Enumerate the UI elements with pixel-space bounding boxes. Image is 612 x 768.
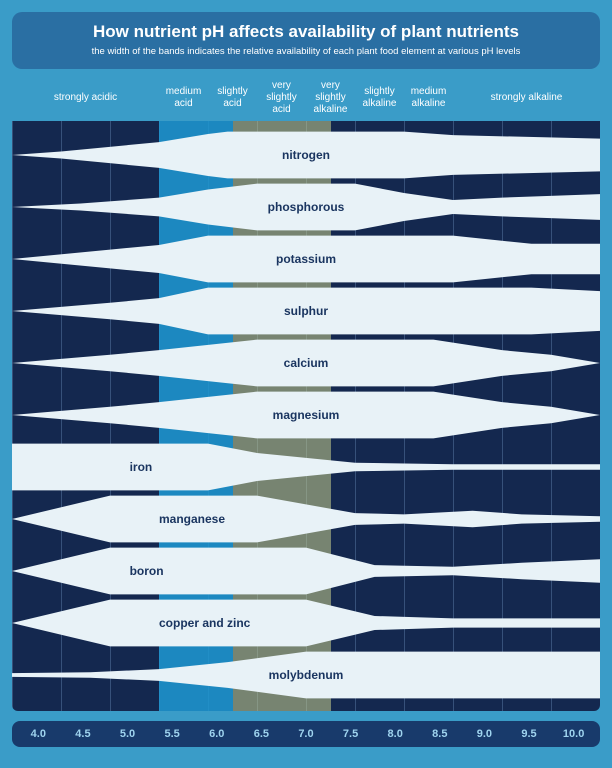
availability-band — [12, 597, 600, 649]
chart-area: nitrogenphosphorouspotassiumsulphurcalci… — [12, 121, 600, 711]
availability-band — [12, 181, 600, 233]
nutrient-row-potassium: potassium — [12, 233, 600, 285]
availability-band — [12, 389, 600, 441]
nutrient-row-molybdenum: molybdenum — [12, 649, 600, 701]
ph-tick: 6.5 — [239, 728, 284, 740]
ph-tick: 7.0 — [284, 728, 329, 740]
ph-tick: 5.5 — [150, 728, 195, 740]
title-box: How nutrient pH affects availability of … — [12, 12, 600, 69]
availability-band — [12, 545, 600, 597]
ph-tick: 4.5 — [61, 728, 106, 740]
zone-label: mediumacid — [159, 75, 208, 121]
zone-label: strongly alkaline — [453, 75, 600, 121]
ph-tick: 4.0 — [16, 728, 61, 740]
ph-tick: 8.5 — [417, 728, 462, 740]
ph-tick: 5.0 — [105, 728, 150, 740]
zone-label: slightlyalkaline — [355, 75, 404, 121]
nutrient-row-calcium: calcium — [12, 337, 600, 389]
nutrient-bands: nitrogenphosphorouspotassiumsulphurcalci… — [12, 129, 600, 701]
ph-tick: 8.0 — [373, 728, 418, 740]
nutrient-row-sulphur: sulphur — [12, 285, 600, 337]
ph-nutrient-chart: How nutrient pH affects availability of … — [0, 0, 612, 768]
nutrient-row-iron: iron — [12, 441, 600, 493]
chart-subtitle: the width of the bands indicates the rel… — [32, 46, 580, 57]
ph-tick: 6.0 — [194, 728, 239, 740]
availability-band — [12, 493, 600, 545]
nutrient-row-nitrogen: nitrogen — [12, 129, 600, 181]
availability-band — [12, 233, 600, 285]
ph-scale-footer: 4.04.55.05.56.06.57.07.58.08.59.09.510.0 — [12, 721, 600, 747]
zone-label: strongly acidic — [12, 75, 159, 121]
chart-title: How nutrient pH affects availability of … — [32, 22, 580, 42]
nutrient-row-magnesium: magnesium — [12, 389, 600, 441]
ph-tick: 10.0 — [551, 728, 596, 740]
ph-zone-header: strongly acidicmediumacidslightlyacidver… — [12, 75, 600, 121]
availability-band — [12, 649, 600, 701]
availability-band — [12, 285, 600, 337]
zone-label: slightlyacid — [208, 75, 257, 121]
availability-band — [12, 129, 600, 181]
ph-tick: 7.5 — [328, 728, 373, 740]
zone-label: veryslightlyalkaline — [306, 75, 355, 121]
ph-tick: 9.5 — [507, 728, 552, 740]
nutrient-row-copper-and-zinc: copper and zinc — [12, 597, 600, 649]
nutrient-row-phosphorous: phosphorous — [12, 181, 600, 233]
zone-label: mediumalkaline — [404, 75, 453, 121]
availability-band — [12, 337, 600, 389]
nutrient-row-manganese: manganese — [12, 493, 600, 545]
zone-label: veryslightlyacid — [257, 75, 306, 121]
ph-tick: 9.0 — [462, 728, 507, 740]
nutrient-row-boron: boron — [12, 545, 600, 597]
availability-band — [12, 441, 600, 493]
